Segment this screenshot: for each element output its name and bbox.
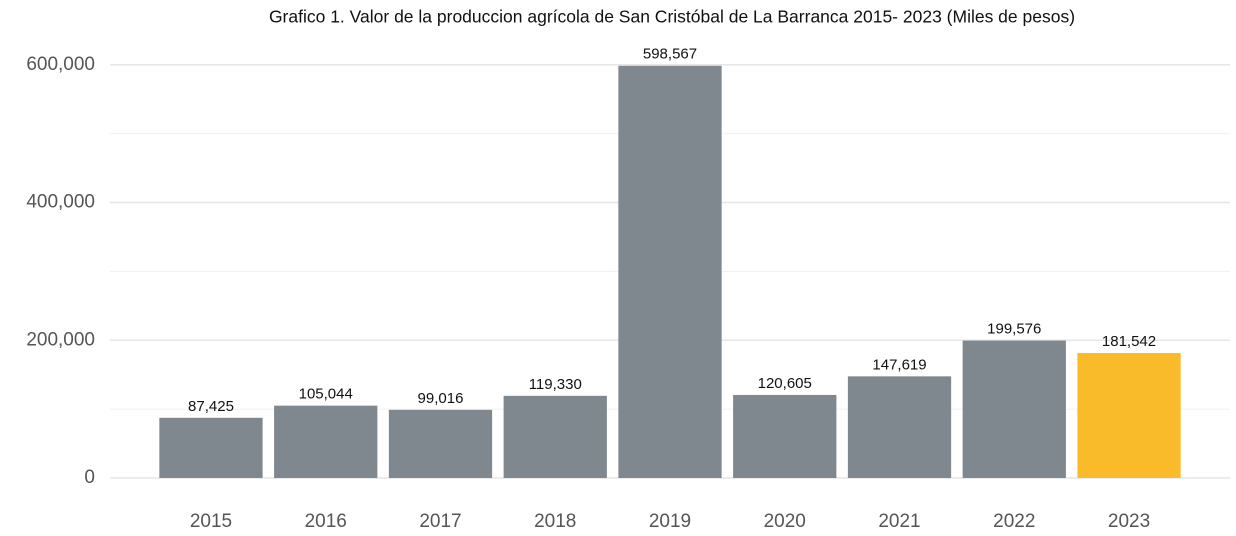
x-tick-label: 2022	[993, 511, 1035, 532]
y-tick-label: 0	[84, 467, 95, 488]
bar	[962, 340, 1066, 478]
bar	[733, 394, 837, 478]
value-label: 119,330	[529, 376, 582, 393]
value-label: 147,619	[872, 356, 926, 373]
bar	[388, 409, 493, 478]
bar	[503, 395, 607, 478]
bar	[274, 405, 378, 478]
x-tick-label: 2016	[305, 511, 347, 532]
x-tick-label: 2019	[649, 511, 691, 532]
y-tick-label: 200,000	[26, 329, 95, 350]
x-tick-label: 2015	[190, 511, 232, 532]
y-tick-label: 400,000	[26, 192, 95, 213]
value-label: 105,044	[299, 386, 353, 403]
value-label: 99,016	[418, 390, 464, 407]
value-label: 199,576	[987, 321, 1041, 338]
value-label: 120,605	[758, 375, 812, 392]
value-label: 87,425	[188, 398, 234, 415]
bar	[1077, 352, 1181, 478]
x-tick-label: 2017	[419, 511, 461, 532]
bar	[847, 376, 952, 478]
x-tick-label: 2021	[878, 511, 920, 532]
bar	[159, 417, 263, 478]
value-label: 181,542	[1102, 333, 1156, 350]
bar	[618, 65, 722, 478]
chart-title: Grafico 1. Valor de la produccion agríco…	[269, 7, 1075, 27]
x-tick-label: 2018	[534, 511, 576, 532]
value-label: 598,567	[643, 46, 697, 63]
x-tick-label: 2023	[1108, 511, 1150, 532]
y-tick-label: 600,000	[26, 54, 95, 75]
x-tick-label: 2020	[764, 511, 806, 532]
